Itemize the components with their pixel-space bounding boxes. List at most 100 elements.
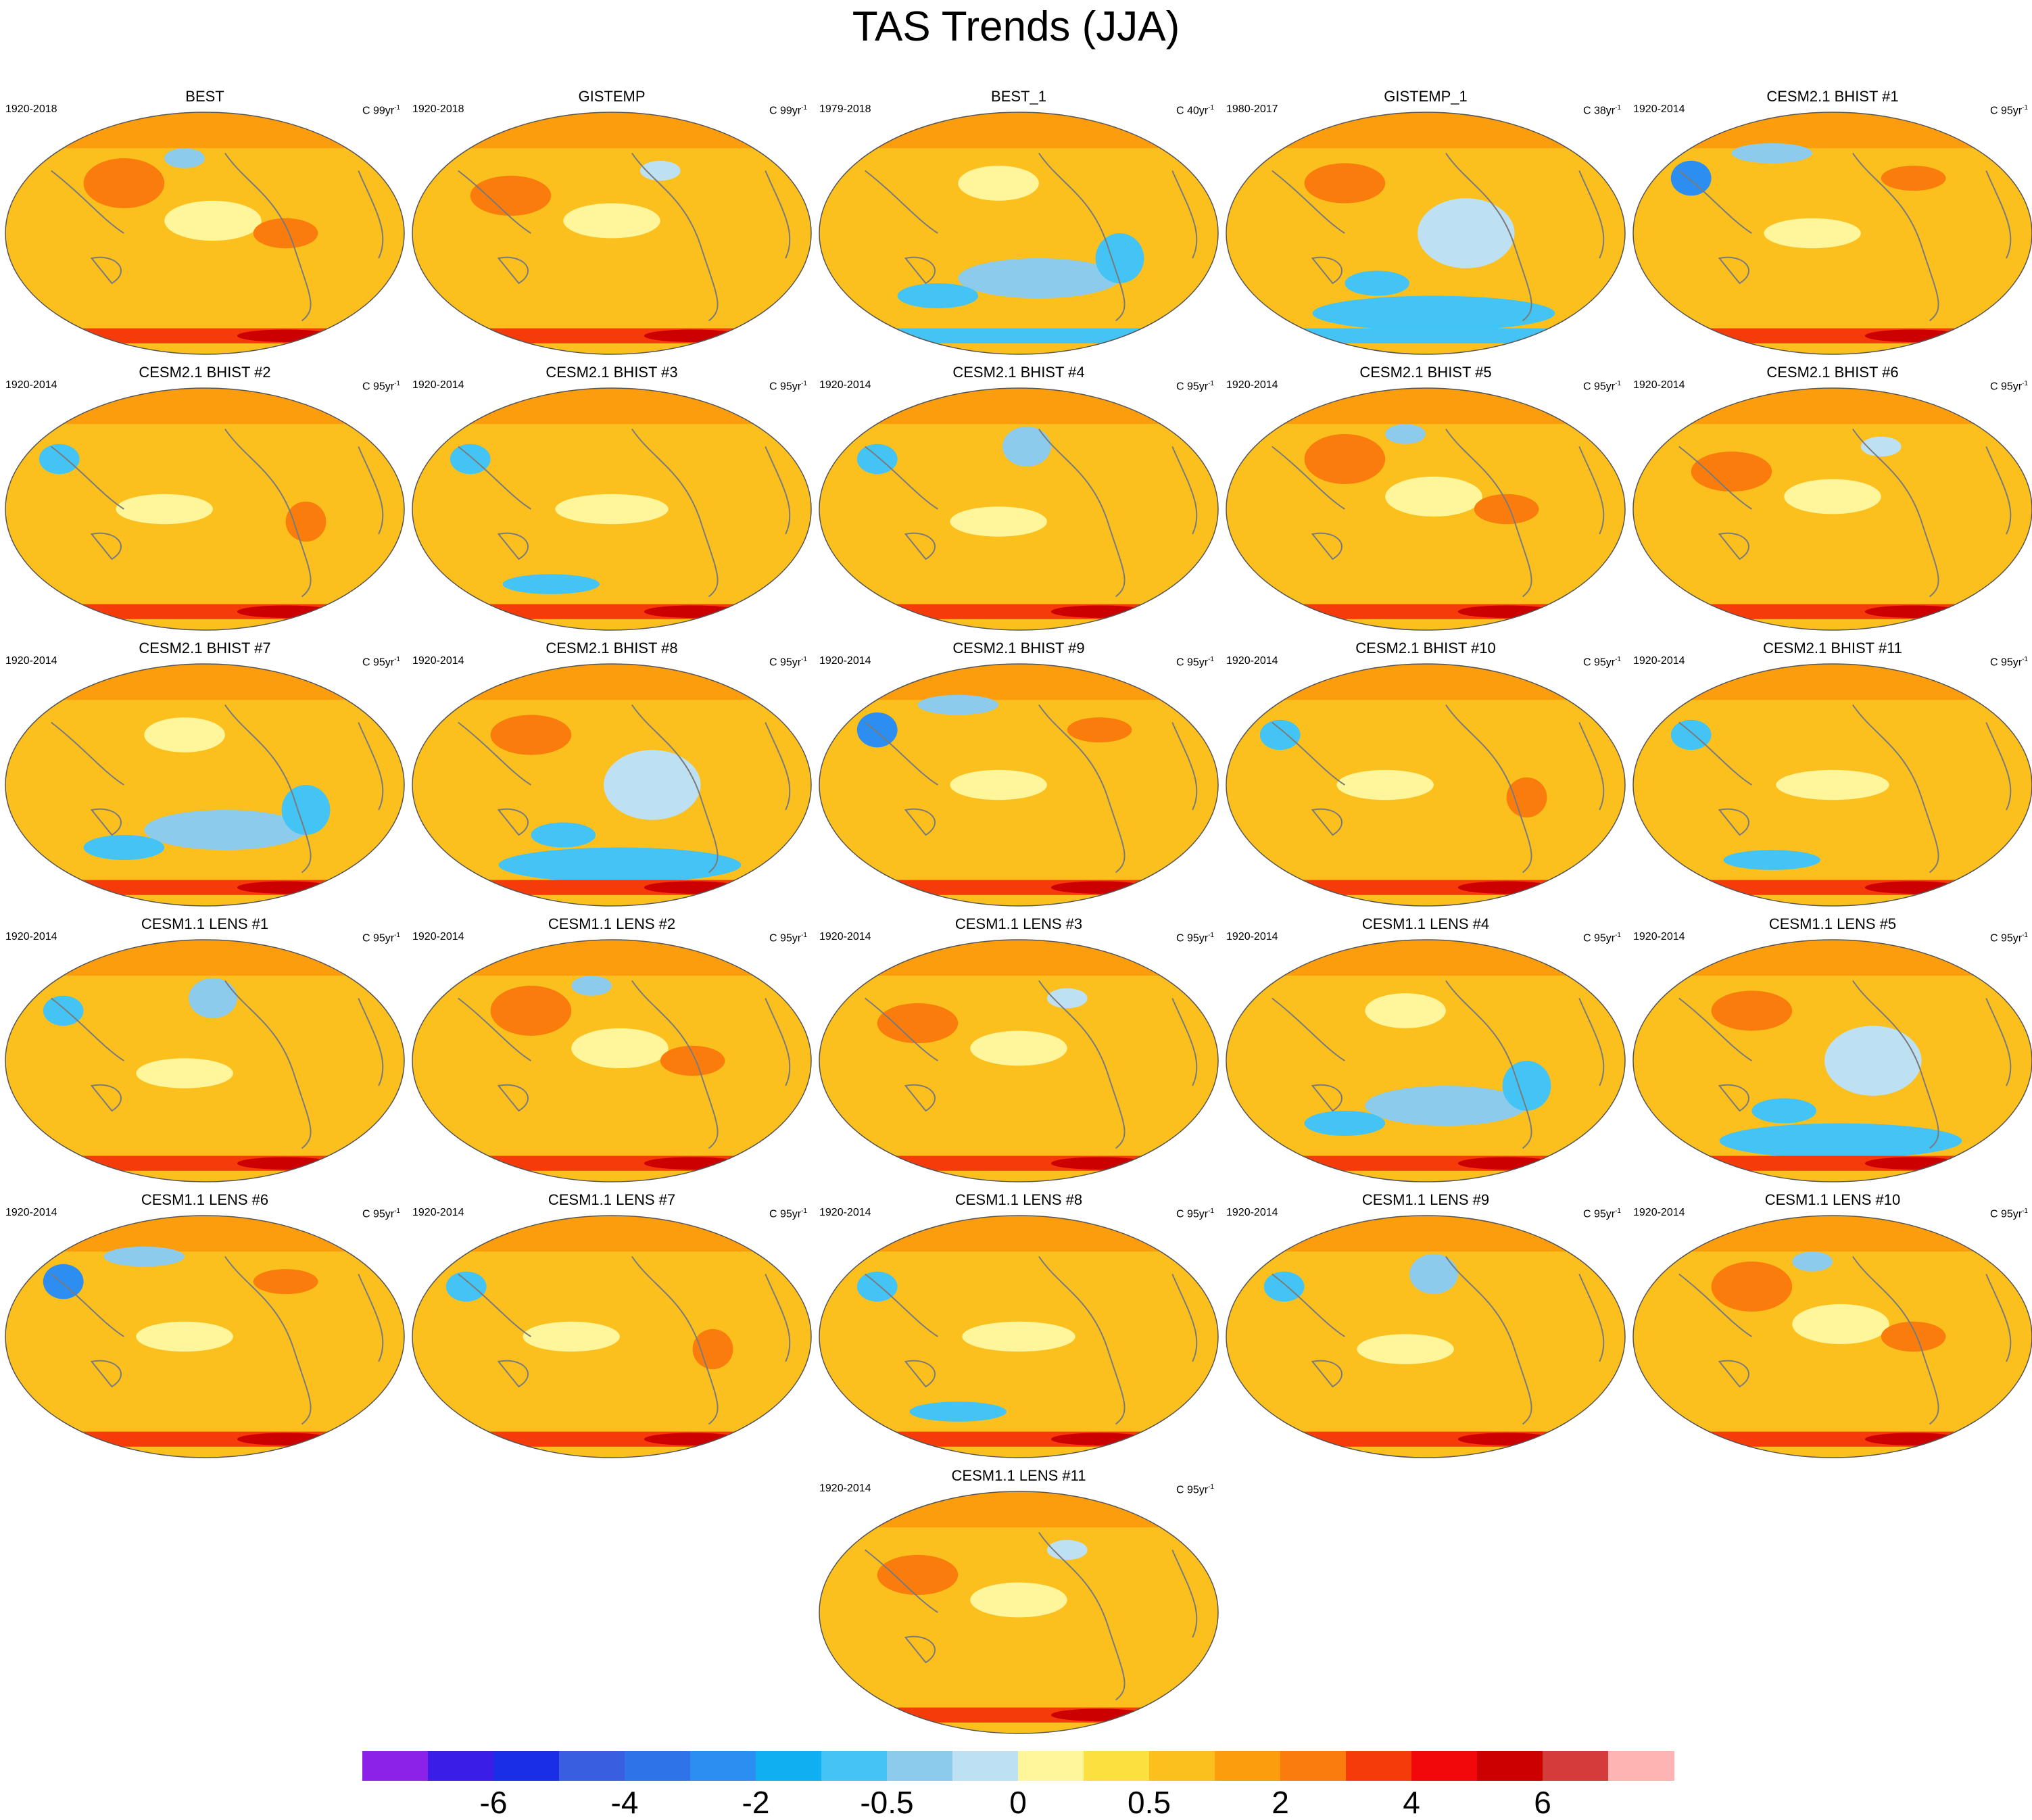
panel-units: C 95yr-1: [362, 1205, 400, 1221]
map-panel: CESM1.1 LENS #3 1920-2014 C 95yr-1: [817, 915, 1221, 1186]
map-southern-hotspot: [1457, 1433, 1555, 1445]
panel-units-exponent: -1: [1208, 380, 1214, 387]
panel-period: 1920-2014: [1226, 379, 1278, 391]
coastline: [1678, 721, 1752, 786]
panel-title: CESM2.1 BHIST #5: [1359, 364, 1492, 381]
coastline: [224, 153, 312, 322]
coastline: [1171, 170, 1198, 259]
panel-title: CESM2.1 BHIST #2: [139, 364, 271, 381]
map-anomaly-region: [1312, 295, 1555, 331]
panel-title: BEST: [185, 88, 224, 105]
map-southern-hotspot: [1457, 881, 1555, 894]
map-southern-ocean-band: [819, 1431, 1218, 1447]
coastline: [1985, 722, 2012, 811]
trend-map: [1632, 1215, 2032, 1458]
map-panel: GISTEMP_1 1980-2017 C 38yr-1: [1224, 88, 1628, 358]
coastline: [1578, 446, 1605, 535]
map-panel: CESM1.1 LENS #8 1920-2014 C 95yr-1: [817, 1191, 1221, 1462]
map-southern-ocean-band: [1633, 328, 2032, 343]
coastline: [865, 1549, 938, 1613]
colorbar-tick-label: -2: [742, 1785, 770, 1820]
panel-units-text: C 99yr: [362, 105, 395, 117]
map-anomaly-region: [1711, 990, 1793, 1031]
map-arctic-band: [819, 1216, 1218, 1252]
map-arctic-band: [819, 664, 1218, 700]
panel-units: C 95yr-1: [769, 653, 807, 669]
map-anomaly-region: [1067, 717, 1132, 743]
map-anomaly-region: [1046, 988, 1088, 1009]
coastline: [1311, 808, 1342, 836]
map-southern-hotspot: [237, 1433, 335, 1445]
map-anomaly-region: [1719, 1123, 1962, 1159]
coastline: [51, 170, 124, 234]
map-anomaly-region: [1365, 993, 1446, 1028]
panel-units: C 99yr-1: [769, 101, 807, 118]
map-southern-ocean-band: [5, 604, 404, 619]
map-outline: [1226, 1215, 1626, 1458]
coastline: [1718, 1084, 1749, 1112]
coastline: [1171, 998, 1198, 1086]
map-anomaly-region: [116, 494, 213, 525]
map-anomaly-region: [563, 203, 660, 239]
coastline: [865, 170, 938, 234]
map-anomaly-region: [604, 750, 701, 820]
colorbar-tick-label: -0.5: [860, 1785, 914, 1820]
coastline: [1852, 980, 1939, 1149]
map-anomaly-region: [1764, 218, 1861, 249]
map-southern-hotspot: [644, 881, 742, 894]
panel-title: CESM2.1 BHIST #7: [139, 640, 271, 656]
map-arctic-band: [1633, 664, 2032, 700]
colorbar-box: [690, 1751, 756, 1781]
map-anomaly-region: [856, 1271, 898, 1302]
coastline: [1678, 446, 1752, 510]
coastline: [1852, 1256, 1939, 1425]
map-panel: CESM1.1 LENS #9 1920-2014 C 95yr-1: [1224, 1191, 1628, 1462]
panel-units: C 38yr-1: [1583, 101, 1621, 118]
map-anomaly-region: [1304, 163, 1386, 203]
coastline: [1272, 1273, 1345, 1337]
map-anomaly-region: [856, 444, 898, 475]
panel-units-exponent: -1: [394, 656, 400, 663]
coastline: [458, 997, 531, 1061]
panel-units-exponent: -1: [2022, 104, 2028, 112]
map-southern-ocean-band: [5, 880, 404, 895]
panel-units: C 95yr-1: [1176, 929, 1214, 945]
trend-map: [819, 939, 1219, 1182]
coastline: [358, 998, 384, 1086]
coastline: [904, 808, 936, 836]
colorbar-box: [493, 1751, 560, 1781]
panel-period: 1920-2014: [819, 379, 871, 391]
panel-period: 1920-2014: [5, 655, 57, 667]
map-anomaly-region: [144, 717, 225, 752]
coastline: [90, 1360, 122, 1388]
panel-units-text: C 40yr: [1176, 105, 1209, 117]
coastline: [1852, 429, 1939, 598]
map-anomaly-region: [950, 769, 1047, 800]
panel-title: CESM1.1 LENS #4: [1361, 915, 1490, 932]
panel-period: 1920-2014: [1633, 655, 1685, 667]
map-arctic-band: [819, 388, 1218, 425]
map-anomaly-region: [571, 1028, 669, 1069]
panel-units-exponent: -1: [801, 1207, 807, 1215]
panel-units-text: C 95yr: [769, 656, 802, 669]
panel-period: 1920-2014: [412, 655, 464, 667]
coastline: [1445, 153, 1532, 322]
map-outline: [1226, 112, 1626, 355]
panel-period: 1920-2014: [5, 379, 57, 391]
map-arctic-band: [5, 1216, 404, 1252]
coastline: [1038, 980, 1126, 1149]
map-outline: [819, 663, 1219, 907]
map-anomaly-region: [1784, 479, 1881, 514]
map-anomaly-region: [897, 283, 979, 308]
map-panel: CESM1.1 LENS #7 1920-2014 C 95yr-1: [410, 1191, 814, 1462]
map-anomaly-region: [502, 574, 600, 594]
trend-map: [819, 1491, 1219, 1734]
trend-map: [1632, 939, 2032, 1182]
map-arctic-band: [5, 112, 404, 149]
panel-units-exponent: -1: [2022, 1207, 2028, 1215]
map-outline: [5, 939, 405, 1182]
coastline: [90, 1084, 122, 1112]
map-panel: CESM2.1 BHIST #2 1920-2014 C 95yr-1: [3, 364, 407, 634]
map-anomaly-region: [1691, 451, 1772, 492]
map-anomaly-region: [281, 785, 331, 835]
